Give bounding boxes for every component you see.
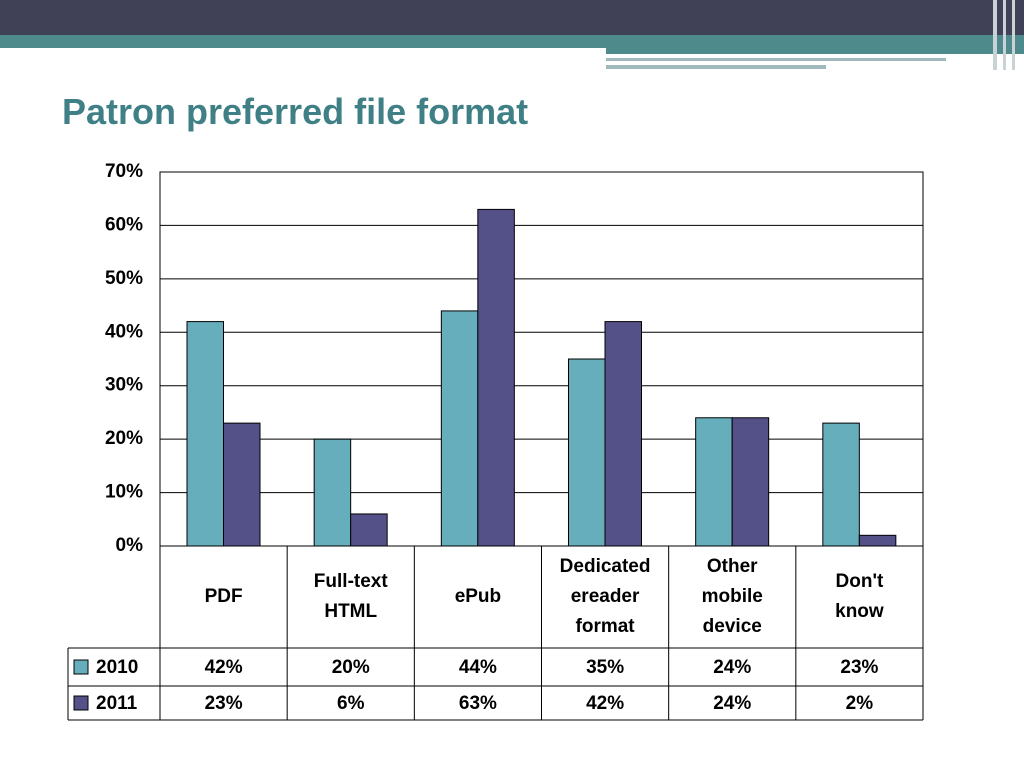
bar <box>695 417 733 547</box>
bar <box>186 321 224 547</box>
header-bar <box>0 0 1024 35</box>
legend-key <box>73 695 89 711</box>
header-line <box>606 58 946 61</box>
header-stripe <box>0 35 1024 48</box>
y-tick-label: 50% <box>105 268 143 289</box>
bar <box>604 321 642 547</box>
header-stripe <box>606 48 1024 54</box>
y-tick-label: 30% <box>105 375 143 396</box>
y-tick-label: 10% <box>105 482 143 503</box>
table-value: 42% <box>205 657 243 678</box>
x-tick-label: Full-text HTML <box>314 571 389 622</box>
bar <box>440 310 479 547</box>
bar <box>223 422 261 547</box>
table-value: 23% <box>840 657 878 678</box>
bar <box>313 438 352 547</box>
x-tick-label: PDF <box>205 586 243 607</box>
table-value: 42% <box>586 693 624 714</box>
y-tick-label: 70% <box>105 161 143 182</box>
table-value: 6% <box>337 693 365 714</box>
table-value: 24% <box>713 657 751 678</box>
bar <box>477 208 515 547</box>
x-tick-label: Dedicated ereader format <box>560 556 651 637</box>
y-tick-label: 20% <box>105 428 143 449</box>
table-value: 23% <box>205 693 243 714</box>
table-value: 20% <box>332 657 370 678</box>
table-value: 24% <box>713 693 751 714</box>
header-line <box>1012 0 1015 70</box>
x-tick-label: Don't know <box>835 571 884 622</box>
bar <box>568 358 606 547</box>
header-line <box>606 65 826 69</box>
y-tick-label: 0% <box>116 535 144 556</box>
bar <box>822 422 860 547</box>
table-value: 63% <box>459 693 497 714</box>
bar <box>350 513 388 547</box>
legend-key <box>73 659 89 675</box>
x-tick-label: Other mobile device <box>702 556 763 637</box>
chart-title: Patron preferred file format <box>62 91 528 132</box>
legend-label: 2010 <box>96 657 138 678</box>
bar <box>858 534 897 547</box>
x-tick-label: ePub <box>455 586 501 607</box>
header-line <box>993 0 997 70</box>
table-value: 35% <box>586 657 624 678</box>
header-line <box>1003 0 1006 70</box>
bar <box>731 417 770 547</box>
table-value: 44% <box>459 657 497 678</box>
table-value: 2% <box>846 693 874 714</box>
y-tick-label: 60% <box>105 214 143 235</box>
plot-area <box>159 171 924 547</box>
legend-label: 2011 <box>96 693 138 714</box>
y-tick-label: 40% <box>105 321 143 342</box>
